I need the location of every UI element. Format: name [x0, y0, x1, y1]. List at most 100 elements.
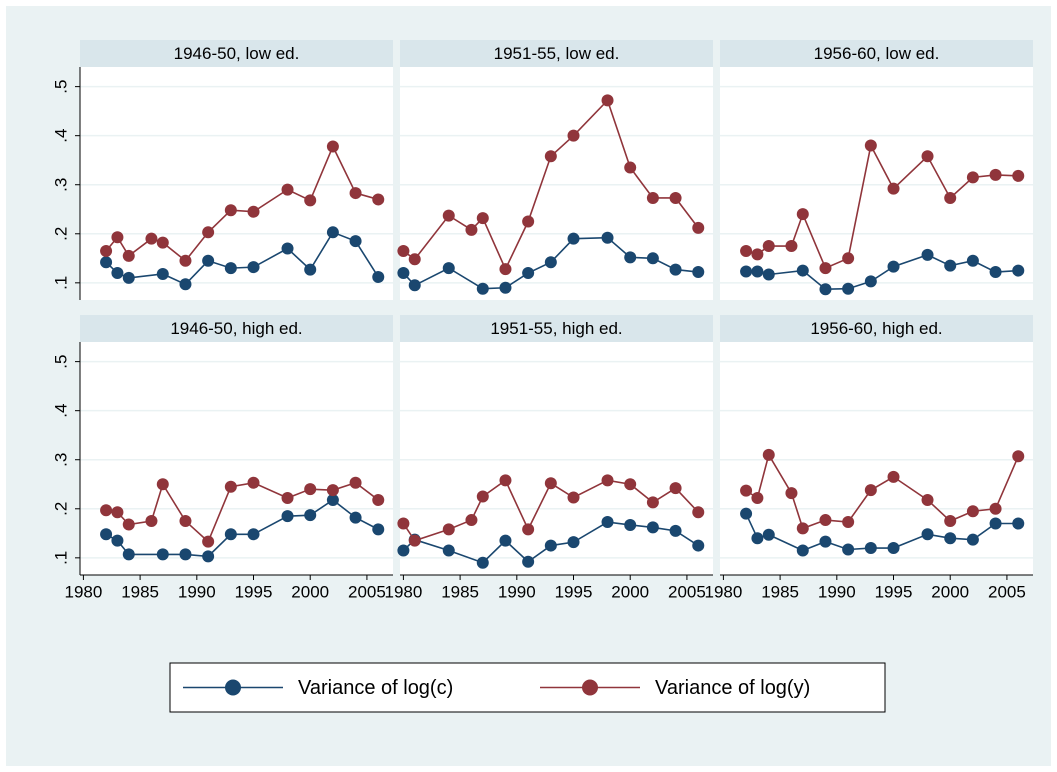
marker: [224, 480, 237, 493]
panel-title: 1946-50, low ed.: [174, 44, 300, 63]
marker: [304, 263, 317, 276]
marker: [111, 231, 124, 244]
y-tick-label: .4: [51, 129, 70, 143]
marker: [100, 528, 113, 541]
marker: [408, 279, 421, 292]
marker: [156, 268, 169, 281]
marker: [966, 254, 979, 267]
marker: [224, 262, 237, 275]
marker: [145, 232, 158, 245]
marker: [624, 161, 637, 174]
marker: [499, 534, 512, 547]
plot-area: [720, 67, 1033, 300]
marker: [601, 94, 614, 107]
marker: [326, 484, 339, 497]
y-tick-label: .2: [51, 502, 70, 516]
x-tick-label: 2005: [668, 582, 706, 601]
panel-title: 1951-55, low ed.: [494, 44, 620, 63]
marker: [224, 528, 237, 541]
marker: [349, 476, 362, 489]
marker: [111, 506, 124, 519]
marker: [567, 129, 580, 142]
marker: [601, 231, 614, 244]
marker: [819, 283, 832, 296]
marker: [669, 482, 682, 495]
legend-marker: [225, 679, 241, 696]
y-tick-label: .1: [51, 276, 70, 290]
marker: [669, 263, 682, 276]
marker: [842, 543, 855, 556]
marker: [751, 248, 764, 261]
marker: [785, 487, 798, 500]
marker: [921, 150, 934, 163]
marker: [796, 522, 809, 535]
marker: [156, 548, 169, 561]
marker: [921, 528, 934, 541]
marker: [349, 511, 362, 524]
marker: [751, 491, 764, 504]
marker: [247, 261, 260, 274]
marker: [567, 536, 580, 549]
marker: [100, 256, 113, 269]
x-tick-label: 1985: [121, 582, 159, 601]
marker: [567, 491, 580, 504]
marker: [864, 275, 877, 288]
plot-area: [80, 67, 393, 300]
marker: [864, 484, 877, 497]
marker: [349, 187, 362, 200]
marker: [944, 191, 957, 204]
x-tick-label: 1990: [818, 582, 856, 601]
marker: [989, 266, 1002, 279]
marker: [864, 542, 877, 555]
marker: [522, 215, 535, 228]
marker: [202, 226, 215, 239]
marker: [156, 478, 169, 491]
x-tick-label: 1995: [875, 582, 913, 601]
marker: [989, 168, 1002, 181]
panel-title: 1951-55, high ed.: [490, 319, 622, 338]
marker: [499, 281, 512, 294]
marker: [842, 516, 855, 529]
panel-strip: [400, 315, 713, 342]
marker: [819, 514, 832, 527]
marker: [442, 262, 455, 275]
marker: [785, 240, 798, 253]
marker: [408, 534, 421, 547]
marker: [1012, 450, 1025, 463]
marker: [202, 550, 215, 563]
marker: [692, 506, 705, 519]
marker: [122, 271, 135, 284]
marker: [100, 504, 113, 517]
marker: [122, 249, 135, 262]
marker: [796, 264, 809, 277]
marker: [989, 502, 1002, 515]
panel-strip: [720, 40, 1033, 67]
x-tick-label: 1980: [704, 582, 742, 601]
x-tick-label: 1980: [64, 582, 102, 601]
marker: [397, 267, 410, 280]
marker: [326, 493, 339, 506]
marker: [465, 514, 478, 527]
marker: [762, 448, 775, 461]
marker: [624, 478, 637, 491]
marker: [567, 232, 580, 245]
marker: [397, 244, 410, 257]
marker: [247, 476, 260, 489]
marker: [202, 254, 215, 267]
marker: [692, 266, 705, 279]
x-tick-label: 1995: [235, 582, 273, 601]
legend-marker: [582, 679, 598, 696]
marker: [842, 282, 855, 295]
marker: [281, 242, 294, 255]
marker: [476, 282, 489, 295]
marker: [692, 539, 705, 552]
marker: [304, 483, 317, 496]
marker: [304, 509, 317, 522]
marker: [442, 523, 455, 536]
marker: [224, 204, 237, 217]
marker: [179, 278, 192, 291]
x-tick-label: 1980: [384, 582, 422, 601]
x-tick-label: 2000: [931, 582, 969, 601]
marker: [819, 535, 832, 548]
marker: [111, 267, 124, 280]
